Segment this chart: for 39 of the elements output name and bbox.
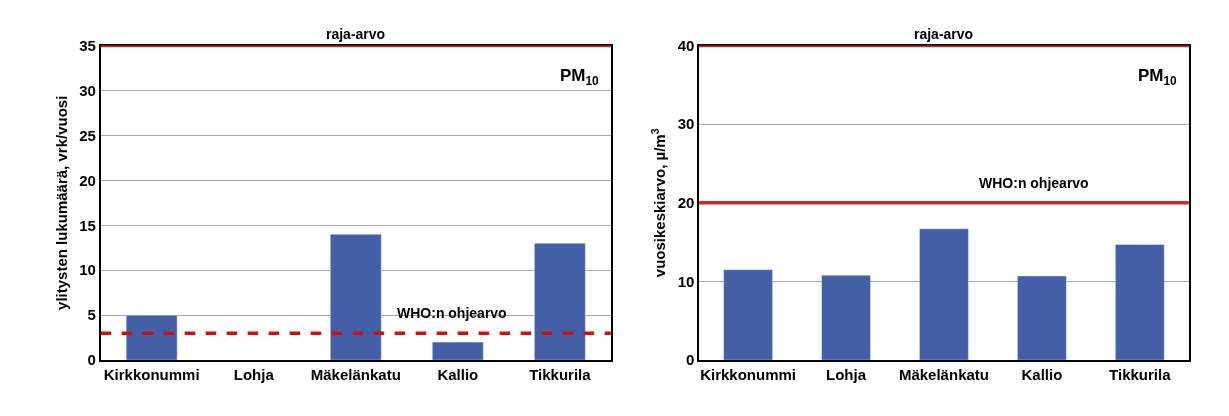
x-tick-label: Kallio xyxy=(437,365,479,383)
y-tick-label: 40 xyxy=(677,36,695,54)
y-tick-label: 30 xyxy=(677,115,695,133)
y-tick-label: 0 xyxy=(686,351,695,369)
y-tick-label: 15 xyxy=(79,216,96,234)
x-tick-label: Mäkelänkatu xyxy=(310,365,401,383)
bar xyxy=(432,341,484,361)
ref-line-label: raja-arvo xyxy=(914,26,974,42)
ref-line-label: WHO:n ohjearvo xyxy=(397,305,507,321)
y-tick-label: 10 xyxy=(79,261,96,279)
bar xyxy=(821,274,871,361)
bar xyxy=(330,234,382,361)
x-tick-label: Mäkelänkatu xyxy=(898,365,989,383)
annotation: PM$_{10}$ xyxy=(1138,66,1178,88)
ref-line-label: WHO:n ohjearvo xyxy=(979,175,1089,191)
bar xyxy=(1115,244,1165,361)
y-tick-label: 5 xyxy=(87,306,96,324)
bar xyxy=(723,269,773,361)
y-tick-label: 10 xyxy=(677,272,695,290)
bar xyxy=(534,243,586,361)
y-tick-label: 30 xyxy=(79,81,96,99)
x-tick-label: Kallio xyxy=(1021,365,1063,383)
y-tick-label: 25 xyxy=(79,126,96,144)
x-tick-label: Kirkkonummi xyxy=(700,365,797,383)
y-axis-title: ylitysten lukumäärä, vrk/vuosi xyxy=(52,95,70,310)
bar xyxy=(125,314,178,361)
y-tick-label: 0 xyxy=(87,351,96,369)
x-tick-label: Tikkurila xyxy=(529,365,592,383)
bar xyxy=(919,228,969,361)
x-tick-label: Lohja xyxy=(826,365,867,383)
x-tick-label: Tikkurila xyxy=(1109,365,1172,383)
annotation: PM$_{10}$ xyxy=(560,66,600,88)
x-tick-label: Kirkkonummi xyxy=(103,365,200,383)
y-tick-label: 35 xyxy=(79,36,96,54)
x-tick-label: Lohja xyxy=(233,365,275,383)
ref-line-label: raja-arvo xyxy=(326,26,386,42)
bar xyxy=(1017,275,1067,361)
y-tick-label: 20 xyxy=(79,171,96,189)
y-tick-label: 20 xyxy=(677,194,695,212)
